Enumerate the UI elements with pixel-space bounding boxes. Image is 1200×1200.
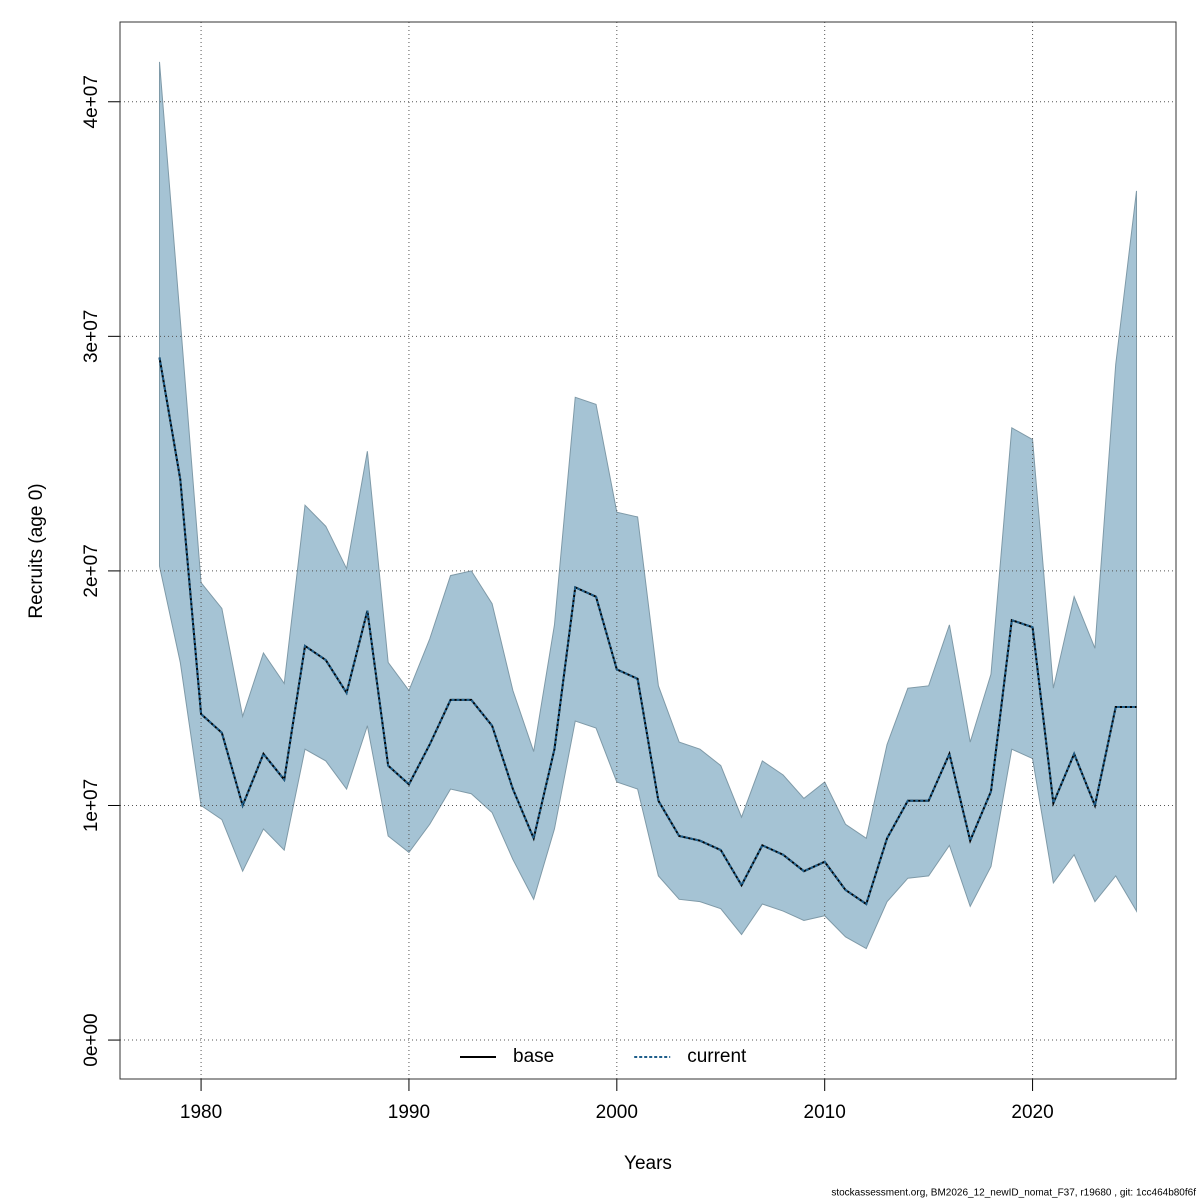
x-tick-label: 2020 [1011,1102,1053,1123]
y-tick-label: 1e+07 [81,779,102,832]
x-tick-label: 1990 [388,1102,430,1123]
footnote: stockassessment.org, BM2026_12_newID_nom… [831,1188,1196,1199]
y-tick-label: 3e+07 [81,310,102,363]
x-tick-label: 2010 [804,1102,846,1123]
y-tick-label: 0e+00 [81,1013,102,1066]
legend-label: current [687,1046,747,1067]
y-tick-label: 4e+07 [81,75,102,128]
x-axis-label: Years [624,1153,672,1174]
y-axis-label: Recruits (age 0) [26,483,47,618]
plot-frame [119,21,1177,1080]
x-tick-label: 2000 [596,1102,638,1123]
x-tick-label: 1980 [180,1102,222,1123]
y-tick-label: 2e+07 [81,544,102,597]
series-line [158,357,1137,906]
confidence-band [158,61,1137,950]
legend-label: base [513,1046,554,1067]
